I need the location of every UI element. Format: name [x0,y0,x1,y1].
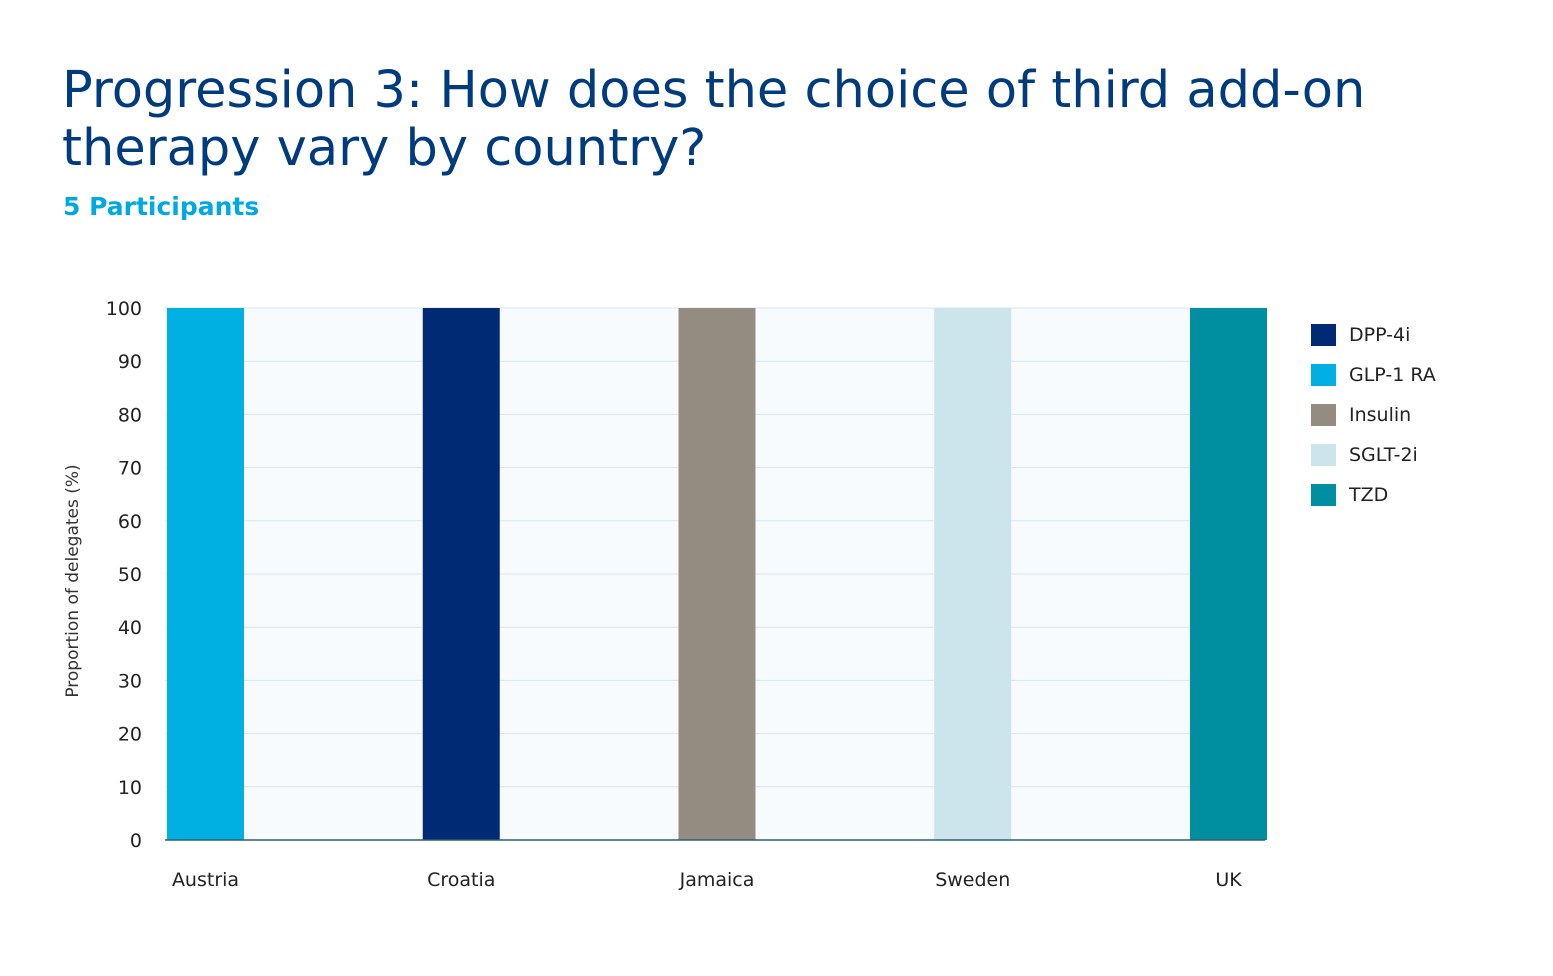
chart-title: Progression 3: How does the choice of th… [62,61,1366,178]
legend-item: DPP-4i [1311,315,1436,355]
legend-item: GLP-1 RA [1311,355,1436,395]
legend-label: SGLT-2i [1349,444,1418,466]
legend-swatch [1311,404,1336,426]
legend-label: DPP-4i [1349,324,1411,346]
legend: DPP-4i GLP-1 RA Insulin SGLT-2i TZD [1311,315,1436,515]
bar-croatia-dpp-4i [422,308,500,840]
y-tick-label: 80 [118,404,142,426]
chart-subtitle: 5 Participants [63,192,260,221]
y-tick-label: 60 [118,511,142,533]
legend-item: TZD [1311,475,1436,515]
y-tick-label: 100 [106,298,142,320]
bars [167,308,1267,840]
y-tick-label: 20 [118,724,142,746]
x-tick-label: UK [1215,869,1242,891]
y-tick-label: 30 [118,670,142,692]
legend-label: TZD [1349,484,1389,506]
y-tick-label: 70 [118,458,142,480]
legend-label: Insulin [1349,404,1412,426]
x-tick-label: Jamaica [679,869,755,891]
y-tick-labels: 0 10 20 30 40 50 60 70 80 90 100 [106,298,142,852]
legend-swatch [1311,484,1336,506]
bar-sweden-sglt-2i [934,308,1012,840]
y-tick-label: 90 [118,351,142,373]
bar-uk-tzd [1190,308,1267,840]
legend-swatch [1311,364,1336,386]
x-tick-label: Croatia [427,869,495,891]
y-tick-label: 0 [130,830,142,852]
y-axis-label: Proportion of delegates (%) [63,464,83,697]
y-tick-label: 40 [118,617,142,639]
legend-label: GLP-1 RA [1349,364,1436,386]
legend-item: SGLT-2i [1311,435,1436,475]
legend-item: Insulin [1311,395,1436,435]
x-tick-label: Sweden [935,869,1010,891]
x-tick-labels: Austria Croatia Jamaica Sweden UK [172,869,1242,891]
bar-jamaica-insulin [678,308,756,840]
x-tick-label: Austria [172,869,239,891]
y-tick-label: 10 [118,777,142,799]
legend-swatch [1311,324,1336,346]
y-tick-label: 50 [118,564,142,586]
bar-austria-glp-1-ra [167,308,244,840]
legend-swatch [1311,444,1336,466]
